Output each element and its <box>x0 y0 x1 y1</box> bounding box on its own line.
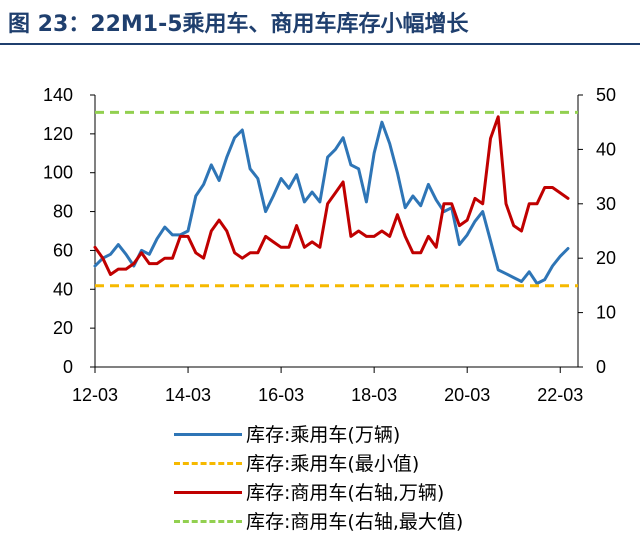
series-line-passenger-stock <box>93 120 570 285</box>
title-underline <box>0 43 640 45</box>
x-tick-label: 14-03 <box>165 385 211 405</box>
legend-label-passenger-min: 库存:乘用车(最小值) <box>246 453 420 475</box>
left-tick-label: 100 <box>43 163 73 183</box>
right-tick-label: 20 <box>596 248 616 268</box>
legend-swatch-commercial-stock <box>174 491 242 494</box>
left-tick-label: 120 <box>43 124 73 144</box>
x-tick-label: 22-03 <box>537 385 583 405</box>
x-tick-label: 16-03 <box>258 385 304 405</box>
legend-swatch-commercial-max <box>174 520 242 523</box>
right-tick-label: 50 <box>596 85 616 105</box>
left-tick-label: 20 <box>53 318 73 338</box>
legend-label-commercial-stock: 库存:商用车(右轴,万辆) <box>246 482 445 504</box>
x-tick-label: 20-03 <box>444 385 490 405</box>
right-tick-label: 30 <box>596 194 616 214</box>
chart-title: 图 23：22M1-5乘用车、商用车库存小幅增长 <box>8 12 469 37</box>
right-tick-label: 10 <box>596 303 616 323</box>
left-tick-label: 40 <box>53 279 73 299</box>
left-tick-label: 80 <box>53 202 73 222</box>
left-tick-label: 0 <box>63 357 73 377</box>
legend-label-commercial-max: 库存:商用车(右轴,最大值) <box>246 511 464 533</box>
right-tick-label: 0 <box>596 357 606 377</box>
chart-plot: 0 20 40 60 80 100 120 140 0 10 20 30 40 50 12-03 14-03 1… <box>43 85 616 405</box>
x-tick-label: 12-03 <box>72 385 118 405</box>
x-tick-label: 18-03 <box>351 385 397 405</box>
right-tick-label: 40 <box>596 139 616 159</box>
series-line-commercial-stock <box>93 115 570 276</box>
left-tick-label: 140 <box>43 85 73 105</box>
legend-label-passenger-stock: 库存:乘用车(万辆) <box>246 424 401 446</box>
legend-swatch-passenger-stock <box>174 433 242 436</box>
left-tick-label: 60 <box>53 240 73 260</box>
legend-swatch-passenger-min <box>174 462 242 465</box>
